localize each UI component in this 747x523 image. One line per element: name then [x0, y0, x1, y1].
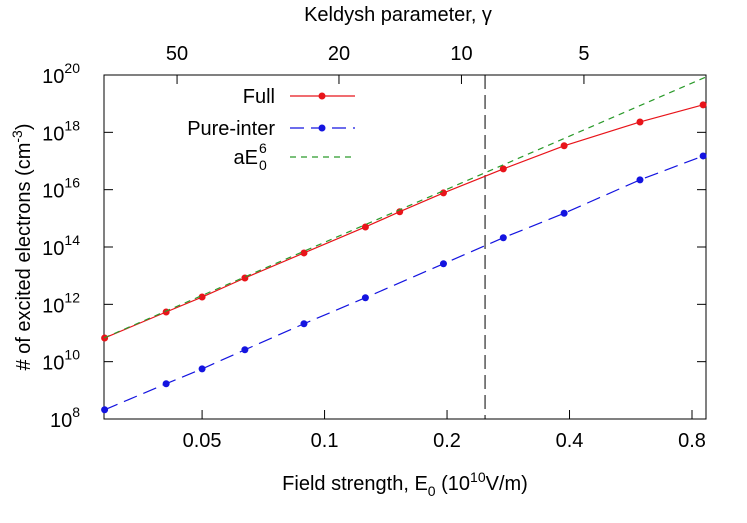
- x-label-part: (10: [436, 473, 470, 495]
- series-line: [104, 155, 704, 411]
- y-tick-exp: 14: [64, 232, 80, 248]
- y-tick-label: 108: [50, 404, 80, 432]
- y-tick-exp: 10: [64, 347, 80, 363]
- data-point: [198, 293, 206, 301]
- data-point: [699, 101, 707, 109]
- legend-label-sup: 6: [259, 140, 267, 156]
- data-point: [560, 142, 568, 150]
- data-point: [361, 294, 369, 302]
- y-tick-base: 10: [42, 123, 64, 145]
- data-point: [636, 118, 644, 126]
- data-point: [101, 406, 109, 414]
- x-label-sup: 10: [470, 469, 486, 485]
- y-tick-base: 10: [42, 181, 64, 203]
- y-tick-exp: 18: [64, 117, 80, 133]
- x2-tick-label: 50: [166, 43, 188, 65]
- y-tick-base: 10: [42, 295, 64, 317]
- x-tick-label: 0.8: [678, 430, 706, 452]
- y-tick-label: 1016: [42, 175, 80, 203]
- y-tick-base: 10: [50, 410, 72, 432]
- y-label-part: # of excited electrons (cm: [13, 143, 35, 371]
- y-axis-label: # of excited electrons (cm-3): [9, 124, 35, 371]
- y-tick-label: 1010: [42, 347, 80, 375]
- y-tick-base: 10: [42, 66, 64, 88]
- data-point: [439, 260, 447, 268]
- x2-tick-label: 5: [578, 43, 589, 65]
- x2-tick-label: 10: [450, 43, 472, 65]
- x-axis-label: Field strength, E0 (1010V/m): [282, 469, 528, 499]
- y-tick-exp: 12: [64, 289, 80, 305]
- data-point: [361, 223, 369, 231]
- x-tick-label: 0.1: [311, 430, 339, 452]
- top-axis-title: Keldysh parameter, γ: [304, 4, 492, 26]
- y-label-sup: -3: [9, 130, 25, 143]
- legend-label: aE: [234, 147, 258, 169]
- y-tick-label: 1018: [42, 117, 80, 145]
- data-point: [699, 152, 707, 160]
- legend-marker: [318, 92, 326, 100]
- series-line: [103, 76, 707, 339]
- y-tick-exp: 20: [64, 60, 80, 76]
- y-tick-base: 10: [42, 353, 64, 375]
- legend-label: Pure-inter: [187, 118, 275, 140]
- x-label-sub: 0: [428, 483, 436, 499]
- series-line: [104, 104, 704, 339]
- x-tick-label: 0.05: [183, 430, 222, 452]
- data-point: [560, 209, 568, 217]
- data-point: [198, 365, 206, 373]
- data-point: [499, 165, 507, 173]
- y-tick-label: 1014: [42, 232, 80, 260]
- y-tick-label: 1020: [42, 60, 80, 88]
- y-label-part: ): [13, 124, 35, 131]
- x-label-part: Field strength, E: [282, 473, 428, 495]
- x-tick-label: 0.4: [556, 430, 584, 452]
- data-point: [439, 189, 447, 197]
- data-point: [300, 249, 308, 257]
- legend-label-sub: 0: [259, 157, 267, 173]
- y-tick-exp: 8: [72, 404, 80, 420]
- data-point: [162, 380, 170, 388]
- data-point: [499, 234, 507, 242]
- data-point: [636, 176, 644, 184]
- data-point: [241, 346, 249, 354]
- legend-marker: [318, 124, 326, 132]
- x-label-part: V/m): [486, 473, 528, 495]
- x-tick-label: 0.2: [433, 430, 461, 452]
- data-point: [300, 320, 308, 328]
- y-tick-base: 10: [42, 238, 64, 260]
- x2-tick-label: 20: [328, 43, 350, 65]
- legend-label: Full: [243, 86, 275, 108]
- y-tick-exp: 16: [64, 175, 80, 191]
- y-tick-label: 1012: [42, 289, 80, 317]
